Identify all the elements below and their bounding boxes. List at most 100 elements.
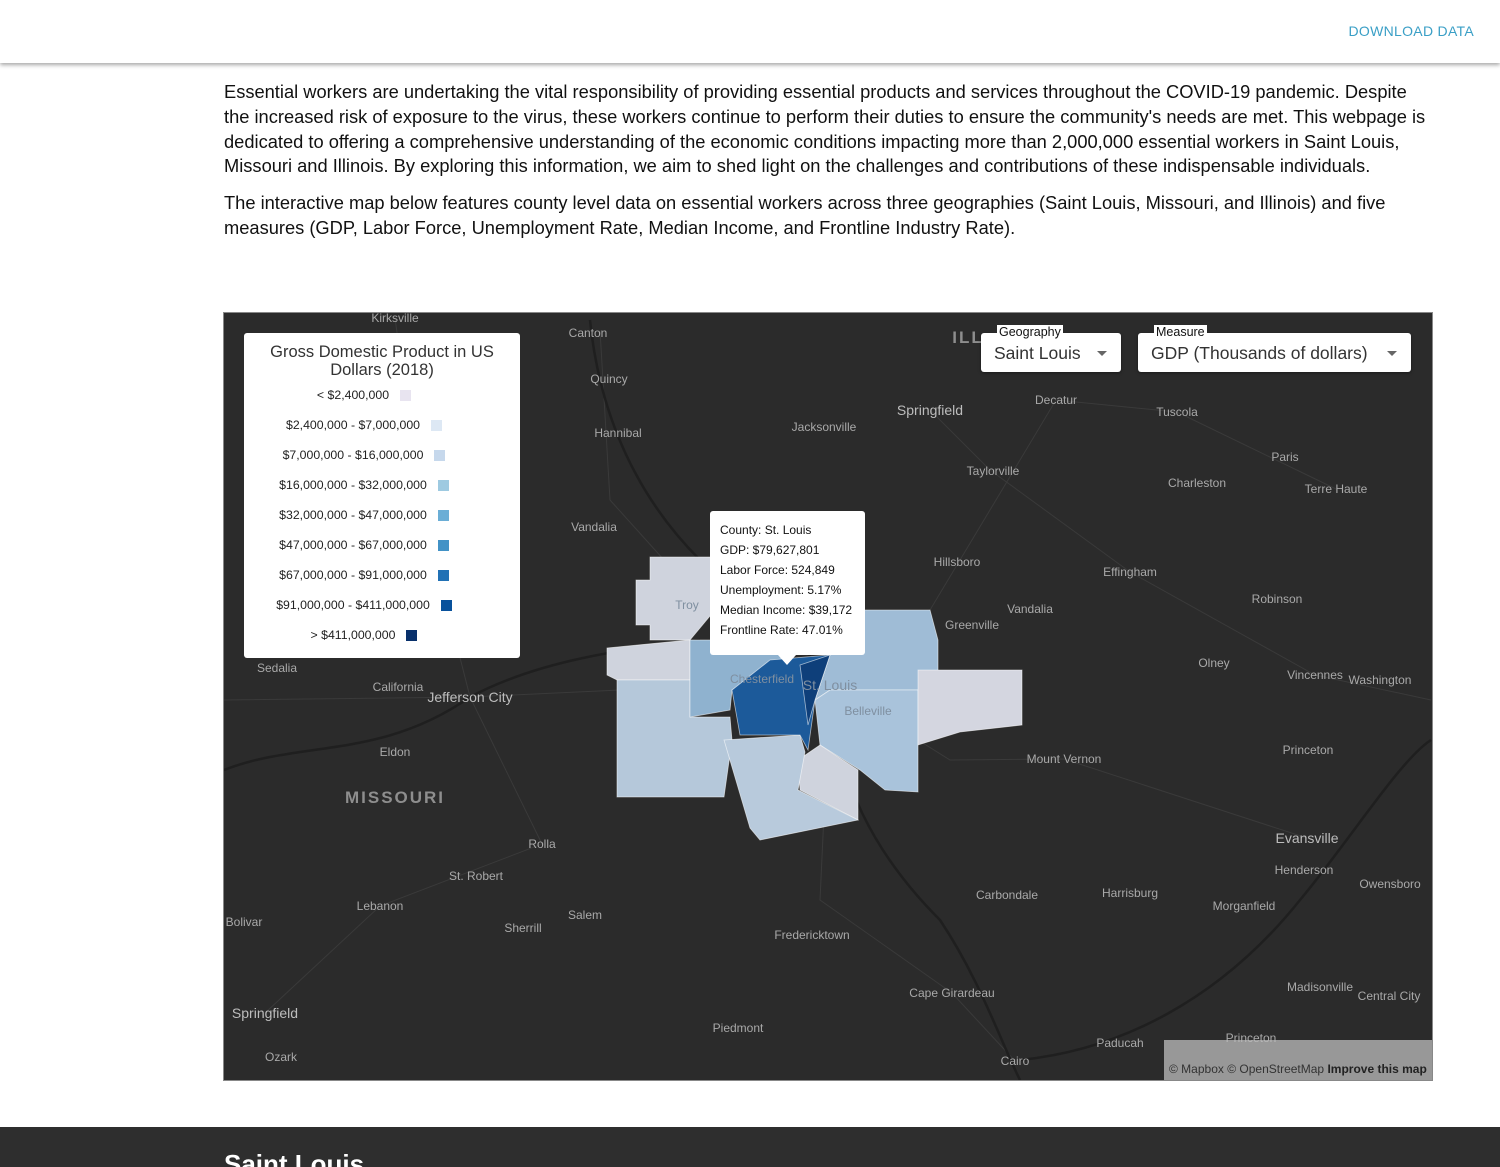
place-label: St. Louis: [802, 677, 858, 693]
place-label: Decatur: [1034, 393, 1078, 407]
tooltip-line: Frontline Rate: 47.01%: [720, 623, 843, 637]
tooltip-line: Labor Force: 524,849: [720, 563, 835, 577]
place-label: Effingham: [1103, 565, 1157, 579]
place-label: Carbondale: [975, 888, 1039, 902]
place-label: Terre Haute: [1304, 482, 1368, 496]
place-label: Fredericktown: [774, 928, 850, 942]
attribution-text: © Mapbox © OpenStreetMap Improve this ma…: [1169, 1062, 1427, 1076]
dropdown-caret: [1097, 351, 1107, 356]
counties: [606, 556, 1023, 841]
paragraph: Essential workers are undertaking the vi…: [224, 81, 1426, 177]
header: DOWNLOAD DATA: [0, 0, 1500, 63]
legend-title: Gross Domestic Product in US Dollars (20…: [270, 343, 494, 379]
dropdown-caret: [1387, 351, 1397, 356]
legend-label: < $2,400,000: [316, 388, 390, 402]
legend-swatch: [406, 629, 418, 641]
place-label: Cairo: [1000, 1054, 1030, 1068]
place-label: Ozark: [264, 1050, 298, 1064]
place-label: Lebanon: [356, 899, 404, 913]
footer: Saint Louis: [0, 1127, 1500, 1167]
download-link[interactable]: DOWNLOAD DATA: [1348, 23, 1474, 39]
dropdown-value: GDP (Thousands of dollars): [1151, 343, 1368, 363]
place-label: Paducah: [1096, 1036, 1144, 1050]
legend-label: > $411,000,000: [310, 628, 396, 642]
legend-swatch: [431, 419, 443, 431]
place-label: Tuscola: [1156, 405, 1198, 419]
tooltip-line: GDP: $79,627,801: [720, 543, 820, 557]
legend-swatch: [440, 599, 452, 611]
place-label: Cape Girardeau: [909, 986, 995, 1000]
legend-swatch: [437, 479, 449, 491]
place-label: Robinson: [1251, 592, 1303, 606]
place-label: Jefferson City: [427, 689, 513, 705]
legend-label: $32,000,000 - $47,000,000: [279, 508, 427, 522]
legend-item: $7,000,000 - $16,000,000: [244, 448, 484, 462]
legend-item: $67,000,000 - $91,000,000: [244, 568, 484, 582]
place-label: Princeton: [1282, 743, 1334, 757]
legend: Gross Domestic Product in US Dollars (20…: [244, 333, 520, 658]
legend-swatch: [434, 449, 446, 461]
improve-map-link[interactable]: Improve this map: [1327, 1062, 1427, 1076]
place-label: California: [372, 680, 424, 694]
geography-dropdown[interactable]: Geography Saint Louis: [981, 325, 1121, 372]
place-label: Taylorville: [966, 464, 1020, 478]
legend-label: $7,000,000 - $16,000,000: [282, 448, 424, 462]
place-label: Vandalia: [1007, 602, 1053, 616]
place-label: St. Robert: [448, 869, 504, 883]
dropdown-label: Geography: [997, 325, 1063, 339]
legend-label: $2,400,000 - $7,000,000: [285, 418, 421, 432]
place-label: ILL: [952, 328, 984, 347]
place-label: Owensboro: [1359, 877, 1421, 891]
place-label: Paris: [1271, 450, 1299, 464]
legend-item: $32,000,000 - $47,000,000: [244, 508, 484, 522]
footer-heading: Saint Louis: [224, 1149, 365, 1167]
legend-label: $67,000,000 - $91,000,000: [279, 568, 427, 582]
place-label: Jacksonville: [791, 420, 857, 434]
place-label: Mount Vernon: [1026, 752, 1102, 766]
map-base: [224, 317, 1432, 1080]
place-label: MISSOURI: [344, 788, 446, 807]
place-label: Canton: [568, 326, 608, 340]
measure-dropdown[interactable]: Measure GDP (Thousands of dollars): [1138, 325, 1411, 372]
place-label: Morganfield: [1212, 899, 1276, 913]
place-label: Greenville: [944, 618, 1000, 632]
dropdown-value: Saint Louis: [994, 343, 1081, 363]
legend-item: $2,400,000 - $7,000,000: [244, 418, 484, 432]
place-label: Salem: [567, 908, 603, 922]
place-label: Hillsboro: [933, 555, 981, 569]
place-label: Central City: [1357, 989, 1421, 1003]
place-label: Charleston: [1167, 476, 1227, 490]
place-label: Quincy: [590, 372, 628, 386]
attribution-osm[interactable]: © OpenStreetMap: [1227, 1062, 1325, 1076]
legend-label: $47,000,000 - $67,000,000: [279, 538, 427, 552]
place-label: Harrisburg: [1101, 886, 1159, 900]
place-label: Olney: [1198, 656, 1230, 670]
place-label: Bolivar: [225, 915, 263, 929]
place-label: Madisonville: [1286, 980, 1354, 994]
attribution: © Mapbox © OpenStreetMap Improve this ma…: [1164, 1040, 1432, 1080]
legend-item: < $2,400,000: [244, 388, 484, 402]
place-label: Vincennes: [1287, 668, 1343, 682]
attribution-mapbox[interactable]: © Mapbox: [1169, 1062, 1224, 1076]
legend-swatch: [437, 569, 449, 581]
legend-item: > $411,000,000: [244, 628, 484, 642]
map[interactable]: Kirksville Canton Quincy Hannibal Jacksonvil…: [223, 312, 1433, 1081]
place-label: Troy: [675, 598, 699, 612]
place-label: Sedalia: [256, 661, 298, 675]
place-label: Hannibal: [594, 426, 642, 440]
legend-swatch: [400, 389, 412, 401]
place-label: Evansville: [1275, 830, 1339, 846]
legend-label: $16,000,000 - $32,000,000: [279, 478, 427, 492]
legend-swatch: [437, 539, 449, 551]
legend-item: $47,000,000 - $67,000,000: [244, 538, 484, 552]
legend-swatch: [437, 509, 449, 521]
legend-label: $91,000,000 - $411,000,000: [276, 598, 430, 612]
tooltip-line: Median Income: $39,172: [720, 603, 853, 617]
place-label: Chesterfield: [729, 672, 795, 686]
place-label: Washington: [1348, 673, 1412, 687]
place-label: Sherrill: [504, 921, 542, 935]
place-label: Springfield: [896, 402, 964, 418]
place-label: Rolla: [528, 837, 556, 851]
